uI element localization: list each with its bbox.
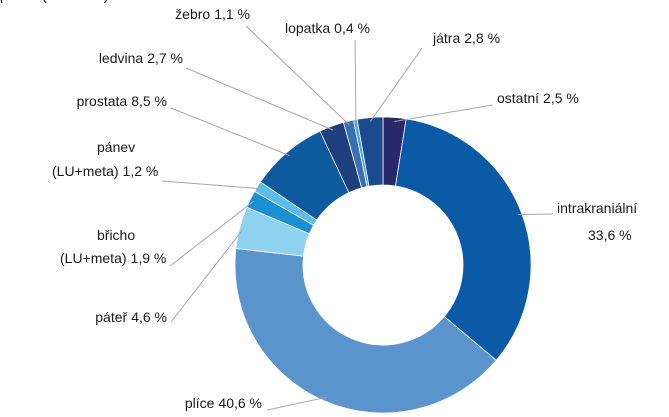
value-label: 1,2 %: [123, 163, 159, 179]
category-line: břicho: [97, 227, 139, 243]
value-label: 2,5 %: [543, 90, 579, 106]
leader-line: [266, 396, 327, 411]
slice-label: žebro 1,1 %: [175, 6, 250, 22]
donut-slice: [395, 118, 532, 361]
slice-label: ledvina 2,7 %: [99, 50, 183, 66]
leader-line: [517, 213, 554, 216]
category-label: ostatní: [497, 90, 539, 106]
slice-label: prostata 8,5 %: [77, 93, 167, 109]
category-label: ledvina: [99, 50, 144, 66]
leader-line: [394, 104, 494, 122]
slice-label: páteř 4,6 %: [95, 309, 167, 325]
value-label: 2,8 %: [464, 30, 500, 46]
category-label: plíce: [185, 395, 215, 411]
value-label: 33,6 %: [588, 227, 632, 243]
leader-line: [161, 180, 261, 190]
category-label: intrakraniální: [557, 200, 637, 216]
category-label: lopatka: [285, 20, 330, 36]
category-label: pánev (LU+meta)pánev (LU+meta): [0, 0, 139, 179]
category-label: játra: [432, 30, 460, 46]
leader-line: [245, 25, 350, 126]
leader-line: [170, 228, 245, 323]
leader-line: [354, 39, 357, 124]
donut-slice: [234, 248, 497, 414]
leader-line: [185, 67, 334, 131]
category-line: pánev: [97, 139, 139, 155]
leader-line: [169, 200, 255, 267]
leader-line: [369, 47, 423, 122]
category-line: (LU+meta): [60, 250, 127, 266]
category-label: břicho (LU+meta)břicho (LU+meta): [0, 0, 139, 266]
leader-line: [170, 107, 290, 157]
slice-label: játra 2,8 %: [432, 30, 500, 46]
value-label: 4,6 %: [131, 309, 167, 325]
value-label: 1,1 %: [214, 6, 250, 22]
slice-label: intrakraniální 33,6 %: [557, 200, 637, 243]
slice-label: ostatní 2,5 %: [497, 90, 579, 106]
slice-label: plíce 40,6 %: [185, 395, 262, 411]
category-label: žebro: [175, 6, 210, 22]
value-label: 2,7 %: [147, 50, 183, 66]
donut-slice: [356, 116, 384, 187]
slice-label: břicho (LU+meta)břicho (LU+meta)1,9 %: [0, 0, 166, 266]
value-label: 40,6 %: [218, 395, 262, 411]
category-line: (LU+meta): [52, 163, 119, 179]
slice-label: pánev (LU+meta)pánev (LU+meta)1,2 %: [0, 0, 158, 179]
category-label: prostata: [77, 93, 128, 109]
category-label: páteř: [95, 309, 127, 325]
value-label: 0,4 %: [334, 20, 370, 36]
value-label: 8,5 %: [131, 93, 167, 109]
value-label: 1,9 %: [131, 250, 167, 266]
slice-label: lopatka 0,4 %: [285, 20, 370, 36]
